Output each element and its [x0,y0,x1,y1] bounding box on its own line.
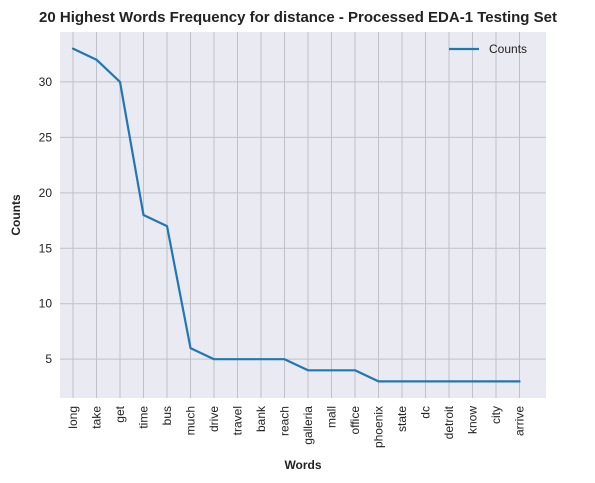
y-tick-label: 15 [39,241,53,255]
grid [60,32,546,398]
y-tick-label: 25 [39,130,53,144]
x-tick-label: reach [278,406,292,436]
plot-area [60,32,546,398]
x-tick-label: dc [419,406,433,419]
x-tick-label: arrive [513,406,527,436]
x-tick-label: take [90,406,104,429]
y-axis-label: Counts [9,194,23,236]
x-tick-label: know [466,406,480,434]
y-tick-label: 10 [39,297,53,311]
x-tick-label: state [395,406,409,432]
x-tick-label: bank [254,405,268,432]
x-tick-label: detroit [442,405,456,439]
x-tick-label: long [66,406,80,429]
y-tick-label: 5 [45,352,52,366]
x-tick-label: drive [207,406,221,432]
x-tick-label: galleria [301,406,315,445]
series-line-counts [71,47,521,383]
x-tick-label: travel [231,406,245,435]
chart-title: 20 Highest Words Frequency for distance … [39,9,557,26]
x-tick-label: mall [325,406,339,428]
x-axis-ticks: long take get time bus much drive travel bank rea… [66,405,527,448]
x-tick-label: phoenix [372,406,386,448]
x-axis-label: Words [284,458,321,472]
x-tick-label: office [348,406,362,435]
x-tick-label: much [184,406,198,435]
legend: Counts [449,42,527,56]
series [71,47,521,383]
y-tick-label: 20 [39,186,53,200]
x-tick-label: city [489,406,503,424]
y-axis-ticks: 5 10 15 20 25 30 [39,75,53,366]
x-tick-label: time [137,406,151,429]
x-tick-label: bus [160,406,174,425]
x-tick-label: get [113,405,127,422]
legend-label-counts: Counts [489,42,527,56]
y-tick-label: 30 [39,75,53,89]
